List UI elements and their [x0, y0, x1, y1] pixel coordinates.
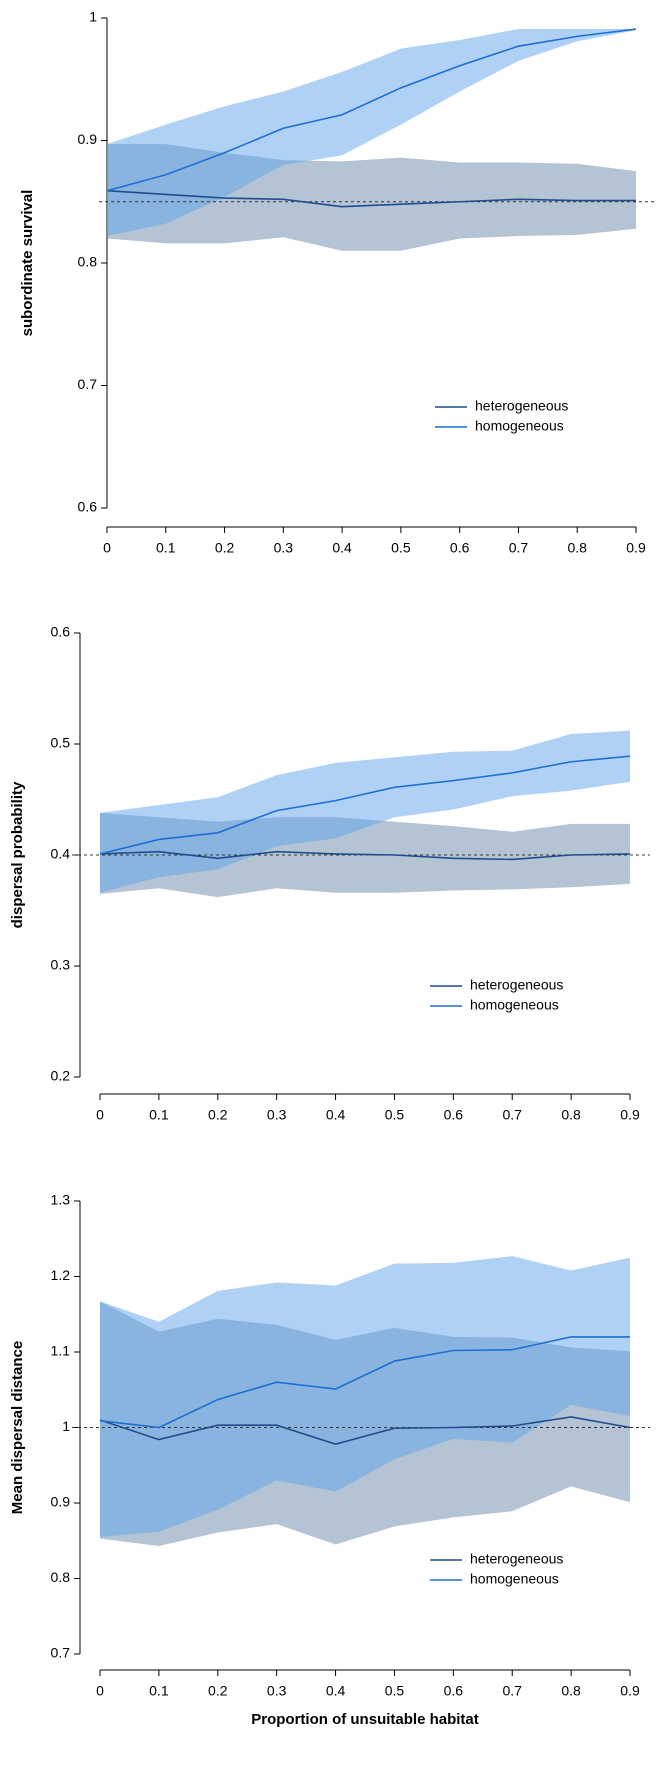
x-tick-label: 0.6	[450, 540, 470, 556]
confidence-band	[107, 29, 636, 237]
x-tick-label: 0.9	[620, 1683, 640, 1699]
y-tick-label: 0.8	[78, 254, 98, 270]
x-tick-label: 0.5	[385, 1683, 405, 1699]
y-tick-label: 1.3	[51, 1192, 71, 1208]
x-tick-label: 0.7	[509, 540, 529, 556]
y-axis-label: subordinate survival	[19, 190, 36, 337]
x-tick-label: 0.1	[149, 1107, 169, 1123]
x-tick-label: 0	[96, 1107, 104, 1123]
y-tick-label: 0.7	[78, 376, 98, 392]
legend-label: homogeneous	[470, 1571, 559, 1587]
x-tick-label: 0.9	[620, 1107, 640, 1123]
y-tick-label: 0.7	[51, 1645, 71, 1661]
x-tick-label: 0.5	[391, 540, 411, 556]
x-tick-label: 0.8	[567, 540, 587, 556]
series-line	[99, 1336, 630, 1429]
y-tick-label: 1	[62, 1418, 70, 1434]
chart-panel: 0.2 0.3 0.4 0.5 0.6 0 0.1 0.2 0.3 0.4 0.5 0.6 0.7 0.8…	[9, 624, 650, 1123]
legend-label: homogeneous	[475, 418, 564, 434]
x-tick-label: 0.2	[208, 1683, 228, 1699]
y-tick-label: 0.3	[51, 957, 71, 973]
y-axis-label: Mean dispersal distance	[9, 1341, 26, 1514]
confidence-band	[100, 730, 630, 893]
x-tick-label: 0.1	[156, 540, 176, 556]
y-tick-label: 0.5	[51, 735, 71, 751]
chart-panel: 0.7 0.8 0.9 1 1.1 1.2 1.3 0 0.1 0.2 0.3 0.4 0.5 0.6 0.…	[9, 1192, 650, 1728]
y-tick-label: 0.9	[51, 1494, 71, 1510]
legend-label: heterogeneous	[470, 1551, 563, 1567]
y-tick-label: 1.2	[51, 1267, 71, 1283]
y-tick-label: 1	[89, 9, 97, 25]
confidence-band	[100, 1256, 630, 1537]
x-tick-label: 0.4	[332, 540, 352, 556]
chart-panel: 0.6 0.7 0.8 0.9 1 0 0.1 0.2 0.3 0.4 0.5 0.6 0.7 0.8 0.…	[19, 9, 656, 556]
x-tick-label: 0.7	[502, 1107, 522, 1123]
x-tick-label: 0.6	[444, 1107, 464, 1123]
x-tick-label: 0.4	[326, 1683, 346, 1699]
series-line	[99, 1416, 631, 1445]
x-tick-label: 0.8	[561, 1107, 581, 1123]
series-line	[99, 755, 631, 855]
series-line	[106, 28, 637, 192]
x-tick-label: 0.8	[561, 1683, 581, 1699]
x-tick-label: 0.2	[208, 1107, 228, 1123]
y-tick-label: 0.8	[51, 1569, 71, 1585]
legend-label: heterogeneous	[475, 398, 568, 414]
series-line	[106, 189, 636, 208]
x-tick-label: 0.4	[326, 1107, 346, 1123]
y-tick-label: 0.9	[78, 131, 98, 147]
x-tick-label: 0.7	[502, 1683, 522, 1699]
y-tick-label: 0.4	[51, 846, 71, 862]
y-tick-label: 0.6	[51, 624, 71, 640]
x-tick-label: 0.2	[215, 540, 235, 556]
x-tick-label: 0.1	[149, 1683, 169, 1699]
x-tick-label: 0	[96, 1683, 104, 1699]
x-tick-label: 0.5	[385, 1107, 405, 1123]
x-tick-label: 0.3	[274, 540, 294, 556]
legend-label: heterogeneous	[470, 977, 563, 993]
legend-label: homogeneous	[470, 997, 559, 1013]
y-axis-label: dispersal probability	[9, 781, 26, 928]
x-tick-label: 0.9	[626, 540, 646, 556]
x-tick-label: 0	[103, 540, 111, 556]
series-line	[99, 850, 631, 861]
x-tick-label: 0.6	[444, 1683, 464, 1699]
x-tick-label: 0.3	[267, 1683, 287, 1699]
y-tick-label: 0.2	[51, 1068, 71, 1084]
x-axis-label: Proportion of unsuitable habitat	[251, 1711, 479, 1728]
y-tick-label: 0.6	[78, 499, 98, 515]
y-tick-label: 1.1	[51, 1343, 71, 1359]
x-tick-label: 0.3	[267, 1107, 287, 1123]
